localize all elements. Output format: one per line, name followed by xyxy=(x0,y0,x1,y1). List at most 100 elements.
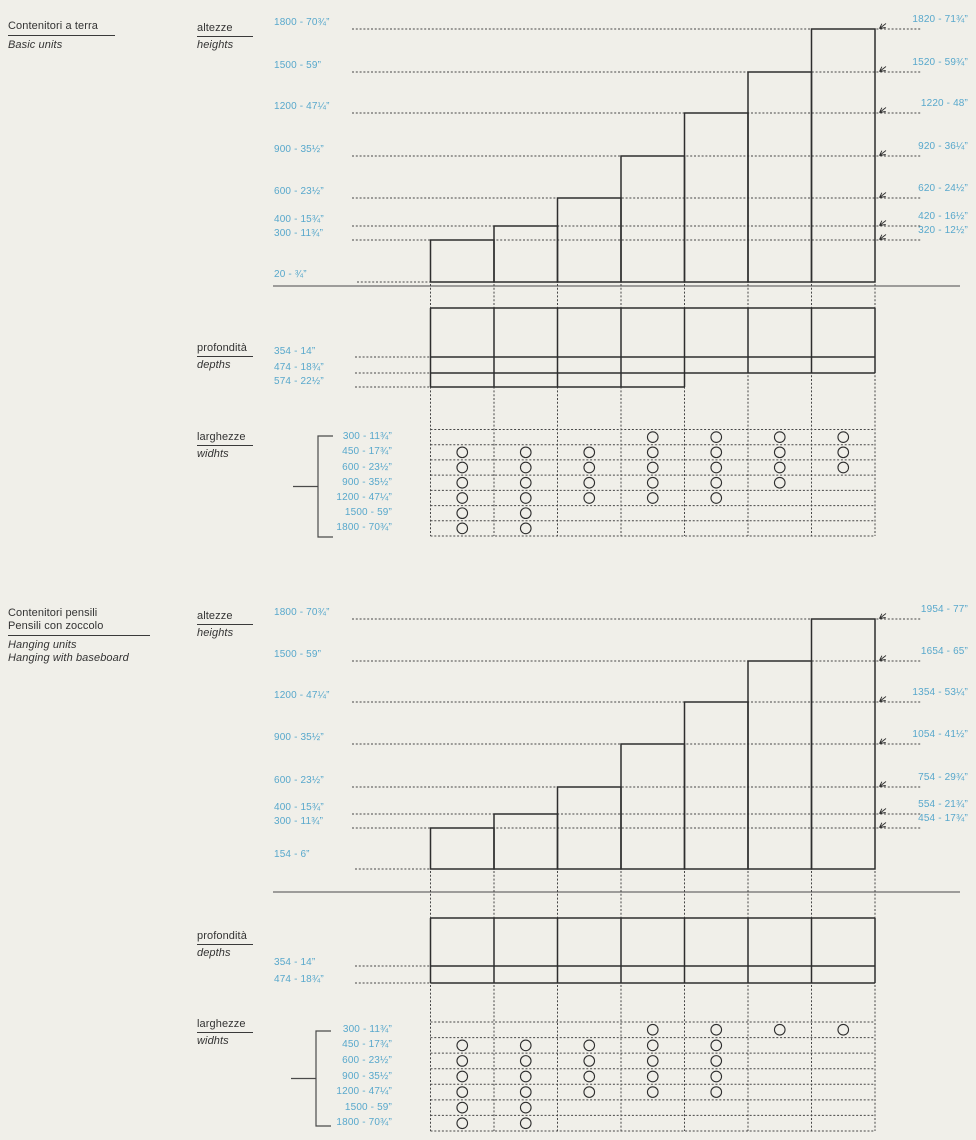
width-value: 600 - 23½” xyxy=(342,461,392,473)
availability-circle xyxy=(773,1023,786,1036)
availability-circle xyxy=(837,461,850,474)
width-value: 1200 - 47¼” xyxy=(336,1086,392,1098)
depth-value: 474 - 18¾” xyxy=(274,974,324,985)
dimension-arrow-icon xyxy=(879,655,887,661)
availability-circle xyxy=(456,461,469,474)
section-label-en: widhts xyxy=(197,448,229,460)
depth-value: 574 - 22½” xyxy=(274,376,324,387)
dimension-arrow-icon xyxy=(879,107,887,113)
availability-circle xyxy=(710,461,723,474)
depth-value: 354 - 14” xyxy=(274,957,316,968)
availability-circle xyxy=(773,461,786,474)
availability-circle xyxy=(646,1039,659,1052)
height-value-left: 1800 - 70¾” xyxy=(274,607,330,618)
dashed-guide-lines xyxy=(352,28,922,1132)
dimension-arrows xyxy=(879,23,887,828)
availability-circles xyxy=(456,431,850,1130)
height-value-left: 400 - 15¾” xyxy=(274,214,324,225)
availability-circle xyxy=(583,1086,596,1098)
section-heights-2: altezze heights xyxy=(197,610,253,639)
width-value: 300 - 11¾” xyxy=(342,431,392,443)
availability-circle xyxy=(837,446,850,459)
section-depths-1: profondità depths xyxy=(197,342,253,371)
width-bracket xyxy=(293,435,333,538)
availability-circle xyxy=(456,1070,469,1083)
section-label-en: heights xyxy=(197,627,234,639)
height-value-right: 1054 - 41½” xyxy=(912,729,968,740)
section-depths-2: profondità depths xyxy=(197,930,253,959)
dimension-arrow-icon xyxy=(879,66,887,72)
unit-step-rect xyxy=(429,239,495,283)
availability-circle xyxy=(837,1023,850,1036)
unit-step-rect xyxy=(810,618,876,870)
height-value-right: 1520 - 59¾” xyxy=(912,57,968,68)
availability-circle xyxy=(583,446,596,459)
availability-circle xyxy=(710,1055,723,1067)
section-label-en: widhts xyxy=(197,1035,229,1047)
depth-value: 354 - 14” xyxy=(274,346,316,357)
availability-circle xyxy=(519,522,532,535)
width-value: 900 - 35½” xyxy=(342,1070,392,1082)
availability-circle xyxy=(773,431,786,443)
width-value: 1800 - 70¾” xyxy=(336,522,392,534)
dimension-arrow-icon xyxy=(879,220,887,226)
width-value: 450 - 17¾” xyxy=(342,446,392,458)
title-subline: Basic units xyxy=(8,39,63,51)
unit-step-rect xyxy=(620,743,686,870)
availability-circle xyxy=(646,1086,659,1098)
title-subline: Hanging with baseboard xyxy=(8,652,129,664)
width-value: 450 - 17¾” xyxy=(342,1039,392,1051)
availability-circle xyxy=(583,1039,596,1052)
unit-step-rect xyxy=(810,28,876,283)
dimension-arrow-icon xyxy=(879,192,887,198)
height-value-left: 300 - 11¾” xyxy=(274,816,324,827)
availability-circle xyxy=(646,431,659,443)
height-value-right: 1220 - 48” xyxy=(920,98,968,109)
height-value-right: 554 - 21¾” xyxy=(918,799,968,810)
availability-circle xyxy=(583,476,596,489)
availability-circle xyxy=(519,492,532,504)
section-label-en: depths xyxy=(197,947,231,959)
availability-circle xyxy=(710,476,723,489)
height-value-left: 1500 - 59” xyxy=(274,649,322,660)
availability-circle xyxy=(646,461,659,474)
height-value-right: 320 - 12½” xyxy=(918,225,968,236)
width-value: 1500 - 59” xyxy=(344,507,392,519)
unit-step-rect xyxy=(620,155,686,283)
dimension-arrow-icon xyxy=(879,808,887,814)
availability-circle xyxy=(773,446,786,459)
height-value-right: 454 - 17¾” xyxy=(918,813,968,824)
availability-circle xyxy=(456,1101,469,1114)
height-value-left: 1800 - 70¾” xyxy=(274,17,330,28)
availability-circle xyxy=(519,1117,532,1130)
dimension-arrow-icon xyxy=(879,150,887,156)
section-label-en: heights xyxy=(197,39,234,51)
ground-lines xyxy=(273,285,960,893)
section-widths-1: larghezze widhts xyxy=(197,431,253,460)
dimension-arrow-icon xyxy=(879,234,887,240)
availability-circle xyxy=(456,1055,469,1067)
section-label-it: altezze xyxy=(197,22,253,37)
availability-circle xyxy=(646,1070,659,1083)
base-height-value: 20 - ¾” xyxy=(274,269,307,280)
height-value-right: 620 - 24½” xyxy=(918,183,968,194)
availability-circle xyxy=(456,507,469,520)
availability-circle xyxy=(710,492,723,504)
availability-circle xyxy=(519,1070,532,1083)
title-line: Contenitori pensili xyxy=(8,607,98,619)
width-bracket xyxy=(291,1030,331,1127)
availability-circle xyxy=(646,446,659,459)
width-value: 900 - 35½” xyxy=(342,476,392,488)
availability-circle xyxy=(583,1055,596,1067)
section-label-it: profondità xyxy=(197,342,253,357)
availability-circle xyxy=(519,1039,532,1052)
unit-step-rect xyxy=(747,71,813,283)
height-value-left: 400 - 15¾” xyxy=(274,802,324,813)
section-label-it: profondità xyxy=(197,930,253,945)
width-value: 1200 - 47¼” xyxy=(336,491,392,503)
unit-step-rect xyxy=(429,827,495,870)
height-value-left: 300 - 11¾” xyxy=(274,228,324,239)
availability-circle xyxy=(583,1070,596,1083)
